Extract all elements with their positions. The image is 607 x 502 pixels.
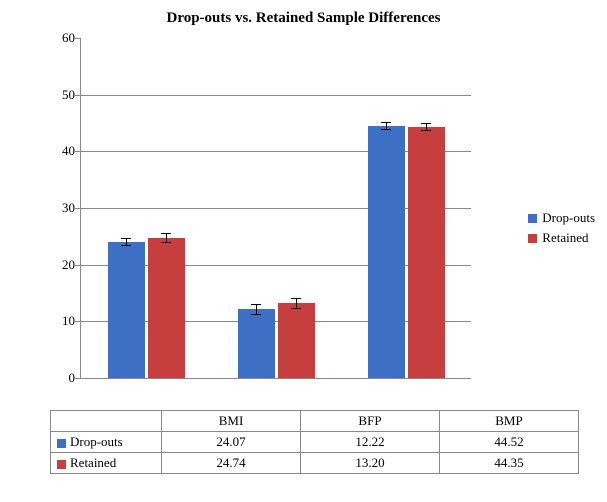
table-cell: 12.22 [301,432,440,453]
bar [368,126,405,378]
table-cell: 24.07 [162,432,301,453]
error-cap [291,298,301,299]
bar [148,238,185,378]
error-bar [166,233,167,242]
table-cell: 13.20 [301,453,440,474]
y-tick [75,151,81,152]
table-header-cell: BFP [301,411,440,432]
y-tick-label: 30 [45,200,75,216]
table-row: Retained24.7413.2044.35 [51,453,579,474]
error-cap [421,123,431,124]
y-tick-label: 40 [45,143,75,159]
error-cap [291,308,301,309]
legend-label: Retained [542,230,588,246]
table-cell: 44.52 [440,432,579,453]
error-cap [161,233,171,234]
y-tick-label: 50 [45,87,75,103]
table-row: Drop-outs24.0712.2244.52 [51,432,579,453]
grid-line [81,95,471,96]
y-tick [75,321,81,322]
error-cap [381,122,391,123]
chart-area: 0102030405060 [50,38,470,408]
data-table: BMIBFPBMPDrop-outs24.0712.2244.52Retaine… [50,410,579,474]
chart-title: Drop-outs vs. Retained Sample Difference… [0,0,607,27]
y-tick-label: 0 [45,370,75,386]
y-tick-label: 20 [45,257,75,273]
table-row-label: Retained [51,453,162,474]
legend: Drop-outs Retained [528,210,595,250]
error-cap [161,242,171,243]
error-cap [121,238,131,239]
chart-container: Drop-outs vs. Retained Sample Difference… [0,0,607,502]
y-tick [75,208,81,209]
error-cap [251,304,261,305]
y-tick-label: 10 [45,313,75,329]
error-cap [121,245,131,246]
table-header-row: BMIBFPBMP [51,411,579,432]
table-cell: 24.74 [162,453,301,474]
table-row-label: Drop-outs [51,432,162,453]
y-tick [75,378,81,379]
error-cap [381,129,391,130]
y-tick [75,38,81,39]
table-header-cell [51,411,162,432]
error-bar [386,122,387,129]
legend-swatch [528,214,537,223]
legend-item: Retained [528,230,595,246]
bar [108,242,145,378]
table-header-cell: BMP [440,411,579,432]
y-tick [75,265,81,266]
table-swatch [57,439,66,448]
bar [278,303,315,378]
error-cap [421,130,431,131]
legend-item: Drop-outs [528,210,595,226]
table-header-cell: BMI [162,411,301,432]
legend-swatch [528,234,537,243]
error-bar [296,298,297,308]
error-bar [126,238,127,245]
y-tick [75,95,81,96]
y-tick-label: 60 [45,30,75,46]
plot-region: 0102030405060 [80,38,471,379]
bar [238,309,275,378]
table-cell: 44.35 [440,453,579,474]
bar [408,127,445,378]
error-bar [256,304,257,314]
error-bar [426,123,427,130]
error-cap [251,314,261,315]
legend-label: Drop-outs [542,210,595,226]
table-swatch [57,460,66,469]
